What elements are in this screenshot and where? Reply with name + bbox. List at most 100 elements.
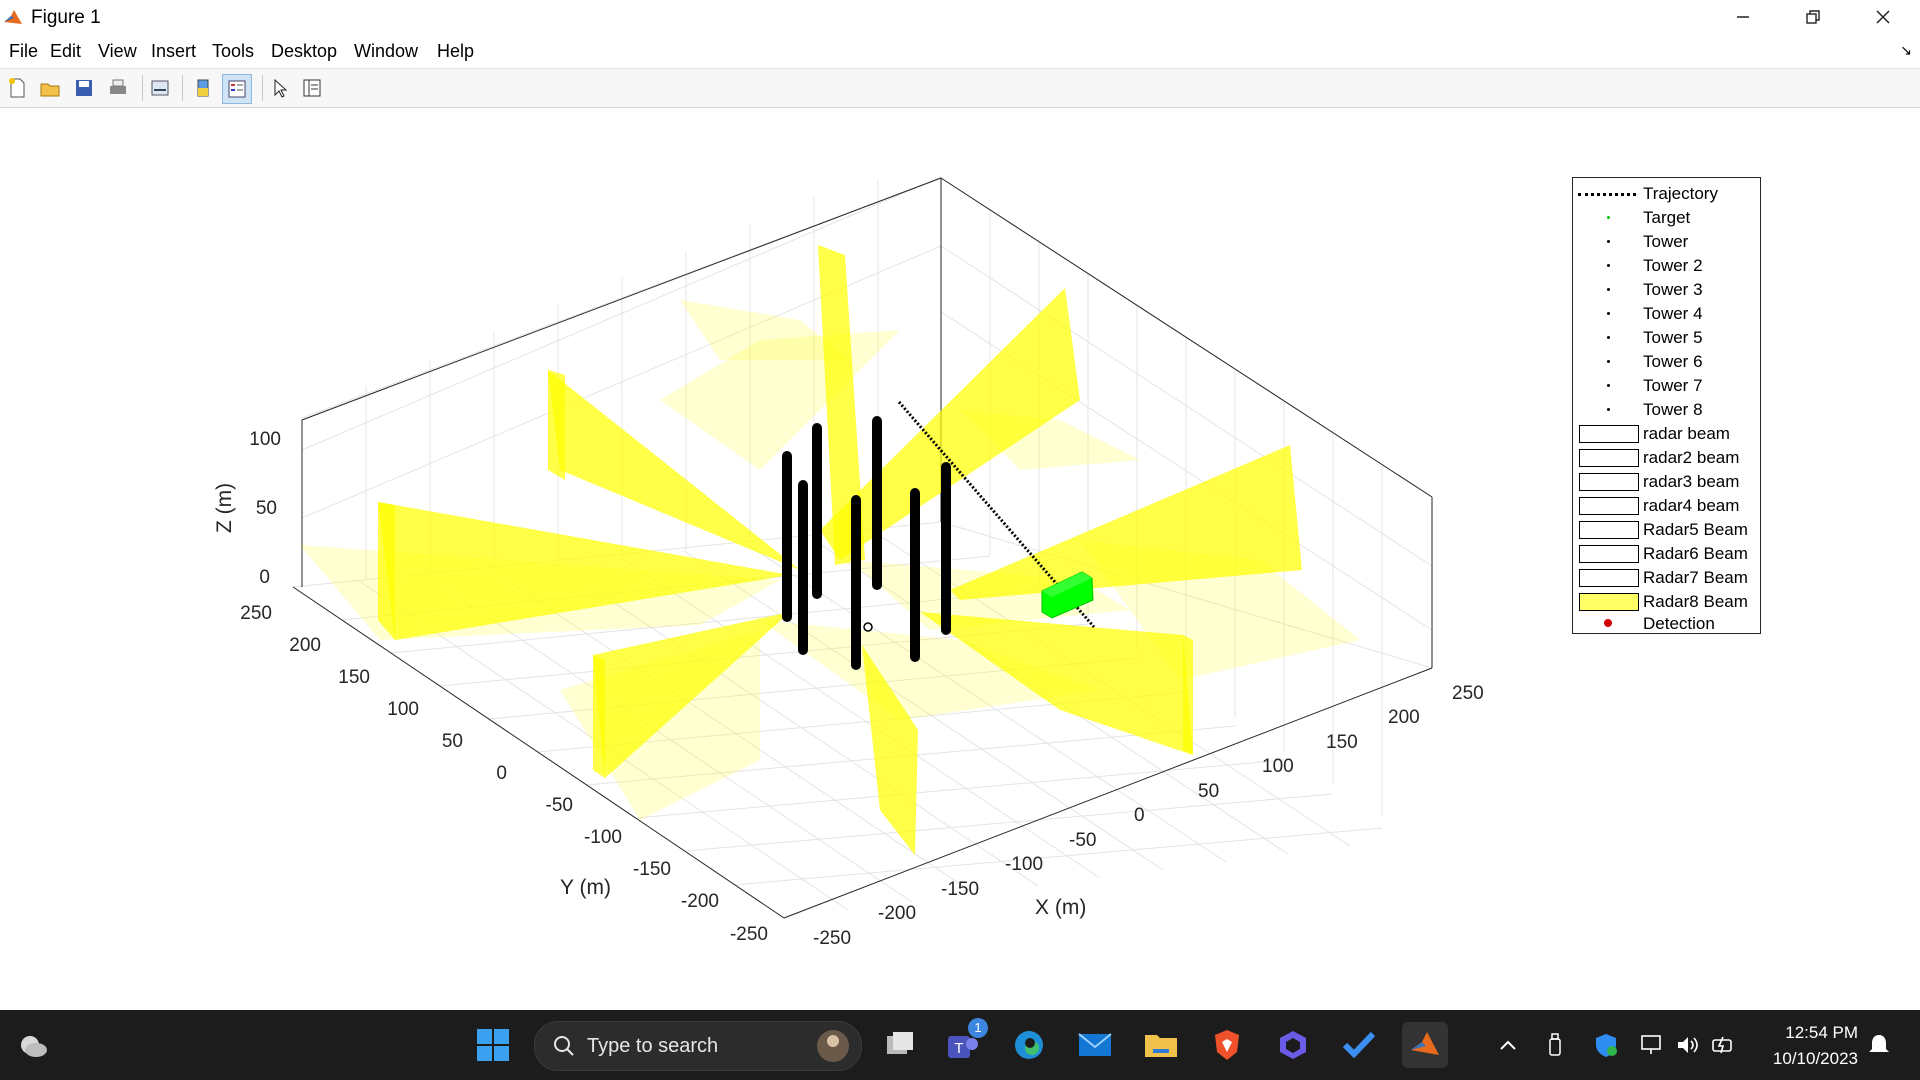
z-tick-label: 0 <box>259 567 270 588</box>
volume-tray[interactable] <box>1673 1030 1703 1060</box>
legend-entry-radar8-beam[interactable]: Radar8 Beam <box>1573 590 1760 614</box>
dock-arrow-icon[interactable]: ↘ <box>1900 42 1912 58</box>
clock[interactable]: 12:54 PM 10/10/2023 <box>1773 1020 1858 1072</box>
weather-widget[interactable] <box>10 1022 56 1068</box>
restore-button[interactable] <box>1778 0 1848 34</box>
window-title: Figure 1 <box>31 7 101 28</box>
start-button[interactable] <box>470 1022 516 1068</box>
teams-button[interactable]: T 1 <box>940 1018 988 1068</box>
file-explorer-button[interactable] <box>1138 1022 1184 1068</box>
menu-view[interactable]: View <box>98 41 137 61</box>
save-icon <box>76 80 92 96</box>
x-tick-label: -100 <box>1005 854 1043 875</box>
legend-entry-radar4-beam[interactable]: radar4 beam <box>1573 494 1760 518</box>
menu-desktop[interactable]: Desktop <box>271 41 338 61</box>
clock-time: 12:54 PM <box>1785 1023 1858 1042</box>
patch-swatch <box>1579 497 1639 515</box>
legend-entry-radar3-beam[interactable]: radar3 beam <box>1573 470 1760 494</box>
legend-label: Radar8 Beam <box>1643 592 1748 611</box>
figure-canvas[interactable]: 0 50 100 -250 -200 -150 -100 -50 0 50 10… <box>0 108 1920 1008</box>
x-ticks: -250 -200 -150 -100 -50 0 50 100 150 200… <box>813 683 1484 949</box>
search-box[interactable]: Type to search <box>534 1021 862 1071</box>
show-hidden-icons-button[interactable] <box>1493 1030 1523 1060</box>
target-box <box>1041 571 1094 619</box>
legend-entry-tower-5[interactable]: Tower 5 <box>1573 326 1760 350</box>
legend-entry-radar6-beam[interactable]: Radar6 Beam <box>1573 542 1760 566</box>
mail-icon <box>1078 1033 1112 1056</box>
legend-entry-radar7-beam[interactable]: Radar7 Beam <box>1573 566 1760 590</box>
marker-swatch <box>1607 336 1610 339</box>
radar3-beam <box>593 612 790 778</box>
legend-entry-detection[interactable]: Detection <box>1573 612 1760 636</box>
y-tick-label: 0 <box>496 763 507 784</box>
edge-button[interactable] <box>1006 1022 1052 1068</box>
x-tick-label: -50 <box>1069 830 1096 851</box>
legend-entry-tower[interactable]: Tower <box>1573 230 1760 254</box>
minimize-button[interactable] <box>1708 0 1778 34</box>
save-button[interactable] <box>70 74 98 102</box>
menu-window[interactable]: Window <box>354 41 419 61</box>
property-inspector-button[interactable] <box>298 74 326 102</box>
menu-file[interactable]: File <box>9 41 39 61</box>
open-button[interactable] <box>36 74 64 102</box>
new-figure-button[interactable] <box>3 74 31 102</box>
open-icon <box>40 83 60 97</box>
brave-button[interactable] <box>1204 1022 1250 1068</box>
marker-swatch <box>1607 360 1610 363</box>
legend-entry-radar2-beam[interactable]: radar2 beam <box>1573 446 1760 470</box>
minimize-icon <box>1737 16 1749 18</box>
svg-text:T: T <box>954 1040 963 1057</box>
copilot-icon <box>1280 1031 1306 1059</box>
radar-beams <box>378 245 1302 855</box>
menu-insert[interactable]: Insert <box>151 41 197 61</box>
title-bar: Figure 1 <box>0 0 1920 34</box>
patch-swatch <box>1579 545 1639 563</box>
x-tick-label: -150 <box>941 879 979 900</box>
close-button[interactable] <box>1848 0 1918 34</box>
matlab-button[interactable] <box>1402 1022 1448 1068</box>
y-tick-label: 50 <box>442 731 463 752</box>
insert-legend-button[interactable] <box>222 74 252 104</box>
legend-label: Tower 5 <box>1643 328 1703 347</box>
mail-button[interactable] <box>1072 1022 1118 1068</box>
legend-entry-tower-7[interactable]: Tower 7 <box>1573 374 1760 398</box>
menu-tools[interactable]: Tools <box>212 41 255 61</box>
print-button[interactable] <box>104 74 132 102</box>
menu-edit[interactable]: Edit <box>50 41 82 61</box>
legend-entry-tower-6[interactable]: Tower 6 <box>1573 350 1760 374</box>
task-view-button[interactable] <box>877 1022 923 1068</box>
legend-label: Tower <box>1643 232 1689 251</box>
legend-entry-trajectory[interactable]: Trajectory <box>1573 182 1760 206</box>
menu-help[interactable]: Help <box>437 41 475 61</box>
todo-button[interactable] <box>1336 1022 1382 1068</box>
legend-label: radar beam <box>1643 424 1730 443</box>
edit-plot-button[interactable] <box>266 74 294 102</box>
legend-entry-tower-3[interactable]: Tower 3 <box>1573 278 1760 302</box>
security-tray[interactable] <box>1591 1030 1621 1060</box>
legend-entry-tower-8[interactable]: Tower 8 <box>1573 398 1760 422</box>
patch-swatch <box>1579 425 1639 443</box>
patch-swatch <box>1579 521 1639 539</box>
legend-label: Tower 6 <box>1643 352 1703 371</box>
legend-entry-radar-beam[interactable]: radar beam <box>1573 422 1760 446</box>
usb-tray[interactable] <box>1540 1030 1570 1060</box>
legend-entry-target[interactable]: Target <box>1573 206 1760 230</box>
legend-label: radar3 beam <box>1643 472 1740 491</box>
copilot-button[interactable] <box>1270 1022 1316 1068</box>
battery-tray[interactable] <box>1709 1030 1739 1060</box>
menu-bar: File Edit View Insert Tools Desktop Wind… <box>0 34 1920 69</box>
legend-entry-radar5-beam[interactable]: Radar5 Beam <box>1573 518 1760 542</box>
legend-label: Tower 7 <box>1643 376 1703 395</box>
insert-colorbar-button[interactable] <box>189 74 217 102</box>
network-tray[interactable] <box>1637 1030 1667 1060</box>
axes-3d[interactable]: 0 50 100 -250 -200 -150 -100 -50 0 50 10… <box>0 108 1920 1008</box>
notifications-button[interactable] <box>1864 1030 1894 1060</box>
x-tick-label: 200 <box>1388 707 1420 728</box>
legend-entry-tower-2[interactable]: Tower 2 <box>1573 254 1760 278</box>
link-plot-button[interactable] <box>146 74 174 102</box>
legend-entry-tower-4[interactable]: Tower 4 <box>1573 302 1760 326</box>
legend[interactable]: Trajectory Target Tower Tower 2 Tower 3 … <box>1572 177 1761 634</box>
axes-box <box>292 177 1433 919</box>
teams-badge: 1 <box>968 1018 988 1038</box>
legend-label: Trajectory <box>1643 184 1718 203</box>
